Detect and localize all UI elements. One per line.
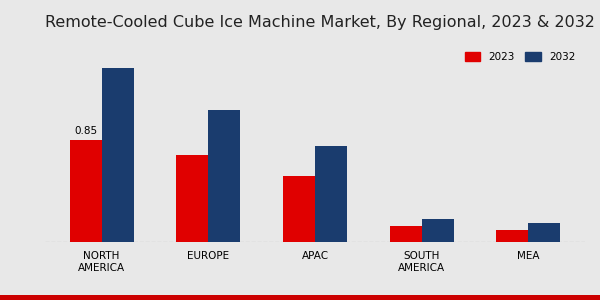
Bar [208, 110, 240, 242]
Bar [70, 140, 101, 242]
Bar [101, 68, 134, 242]
Text: Remote-Cooled Cube Ice Machine Market, By Regional, 2023 & 2032: Remote-Cooled Cube Ice Machine Market, B… [45, 15, 595, 30]
Text: 0.85: 0.85 [74, 126, 97, 136]
Bar [422, 219, 454, 242]
Bar [496, 230, 529, 242]
Bar [176, 155, 208, 242]
Legend: 2023, 2032: 2023, 2032 [460, 47, 580, 66]
Bar [315, 146, 347, 242]
Bar [529, 223, 560, 242]
Bar [390, 226, 422, 242]
Bar [283, 176, 315, 242]
